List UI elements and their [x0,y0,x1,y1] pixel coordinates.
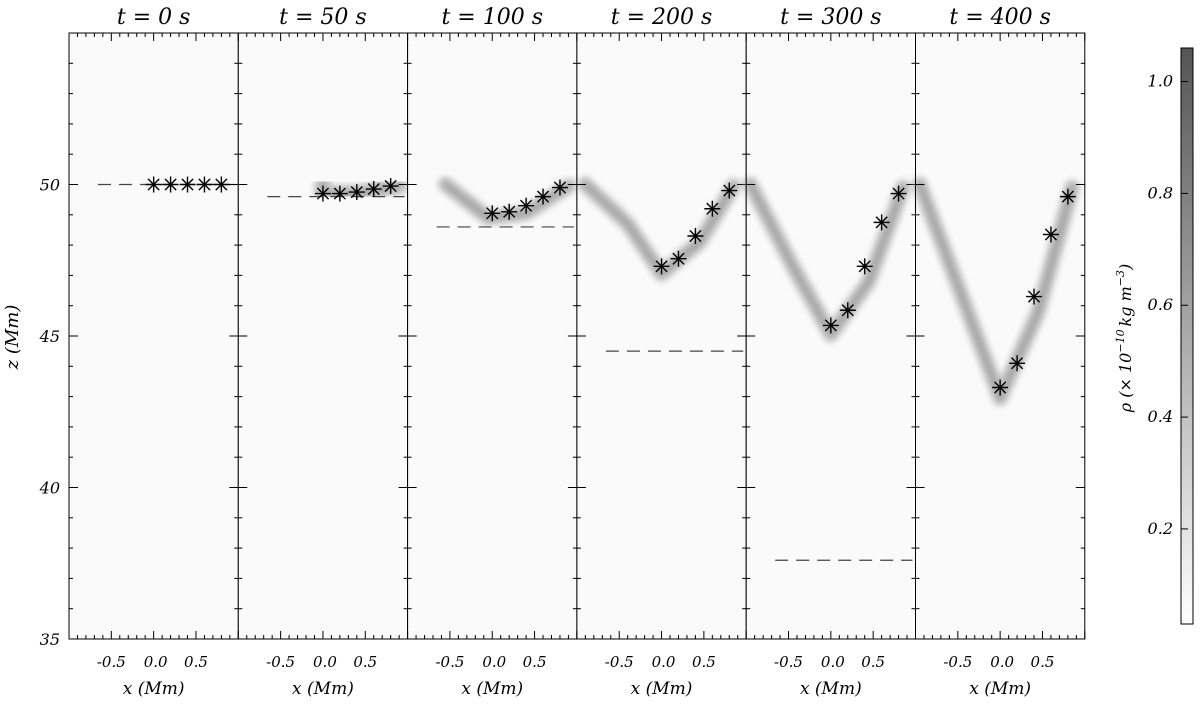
colorbar-tick-label: 0.4 [1148,407,1173,426]
asterisk-marker [839,302,856,319]
panel-background [69,33,239,639]
x-tick-label: 0.5 [523,653,547,671]
panel-5: t = 400 s -0.5 0.0 0.5x (Mm) [911,5,1086,699]
x-axis-label: x (Mm) [631,679,693,699]
asterisk-marker [179,176,196,193]
x-axis-label: x (Mm) [969,679,1031,699]
panel-title: t = 50 s [279,5,367,30]
y-axis-label: z (Mm) [2,305,23,371]
panel-background [407,33,577,639]
panel-title: t = 100 s [441,5,543,30]
asterisk-marker [382,178,399,195]
asterisk-marker [213,176,230,193]
asterisk-marker [992,379,1009,396]
x-tick-label: 0.5 [861,653,885,671]
asterisk-marker [1042,226,1059,243]
x-tick-label: -0.5 [943,653,972,671]
x-tick-label: 0.5 [353,653,377,671]
y-tick-label: 50 [40,176,60,195]
panel-0: t = 0 s -0.5 0.0 0.5 x (Mm) [68,5,239,699]
x-tick-label: 0.5 [692,653,716,671]
y-tick-label: 40 [39,479,60,498]
colorbar-tick-label: 1.0 [1148,72,1173,91]
asterisk-marker [535,188,552,205]
density-core [443,182,571,221]
panel-title: t = 300 s [780,5,882,30]
panel-background [915,33,1085,639]
asterisk-marker [721,182,738,199]
colorbar: 0.2 0.4 0.6 0.8 1.0 ρ (× 10−10kg m−3) [1114,47,1194,625]
asterisk-marker [856,258,873,275]
colorbar-tick-label: 0.8 [1148,183,1173,202]
x-tick-label: -0.5 [774,653,803,671]
asterisk-marker [162,176,179,193]
x-tick-label: -0.5 [266,653,295,671]
x-tick-label: 0.0 [821,653,845,671]
asterisk-marker [314,185,331,202]
asterisk-marker [1009,355,1026,372]
panel-background [576,33,747,639]
asterisk-marker [822,317,839,334]
x-tick-label: 0.0 [313,653,337,671]
asterisk-marker [518,197,535,214]
asterisk-marker [873,214,890,231]
x-axis-label: x (Mm) [292,679,354,699]
x-axis-label: x (Mm) [123,679,185,699]
asterisk-marker [687,228,704,245]
asterisk-marker [890,185,907,202]
colorbar-label: ρ (× 10−10kg m−3) [1114,264,1135,413]
x-tick-label: 0.0 [482,653,506,671]
asterisk-marker [348,184,365,201]
colorbar-scale [1180,47,1194,625]
x-tick-label: 0.5 [1031,653,1055,671]
panel-3: t = 200 s -0.5 0.0 0.5 x (Mm) [576,5,747,699]
y-tick-label: 45 [39,327,60,346]
asterisk-marker [704,200,721,217]
panel-2: t = 100 s -0.5 0.0 0.5x (Mm) [407,5,578,699]
panel-title: t = 0 s [117,5,191,30]
x-axis-label: x (Mm) [800,679,862,699]
asterisk-marker [196,176,213,193]
panel-title: t = 400 s [949,5,1051,30]
x-tick-label: 0.5 [184,653,208,671]
density-core [917,182,1075,401]
x-tick-label: 0.0 [144,653,168,671]
asterisk-marker [653,258,670,275]
asterisk-marker [331,185,348,202]
asterisk-marker [670,250,687,267]
colorbar-tick-label: 0.2 [1148,519,1173,538]
x-axis-label: x (Mm) [461,679,523,699]
panel-4: t = 300 s -0.5 0.0 0.5 x (Mm) [742,5,917,699]
asterisk-marker [501,203,518,220]
x-tick-label: 0.0 [990,653,1014,671]
panel-title: t = 200 s [611,5,713,30]
x-tick-label: -0.5 [435,653,464,671]
x-tick-label: -0.5 [97,653,126,671]
y-tick-label: 35 [40,630,60,649]
x-tick-label: -0.5 [605,653,634,671]
x-tick-label: 0.0 [652,653,676,671]
panel-1: t = 50 s -0.5 0.0 0.5 x (Mm) [237,5,409,699]
asterisk-marker [551,179,568,196]
asterisk-marker [365,181,382,198]
asterisk-marker [1026,288,1043,305]
asterisk-marker [1059,188,1076,205]
panel-background [238,33,408,639]
colorbar-tick-label: 0.6 [1148,295,1173,314]
density-core [747,182,906,337]
asterisk-marker [145,176,162,193]
asterisk-marker [484,205,501,222]
